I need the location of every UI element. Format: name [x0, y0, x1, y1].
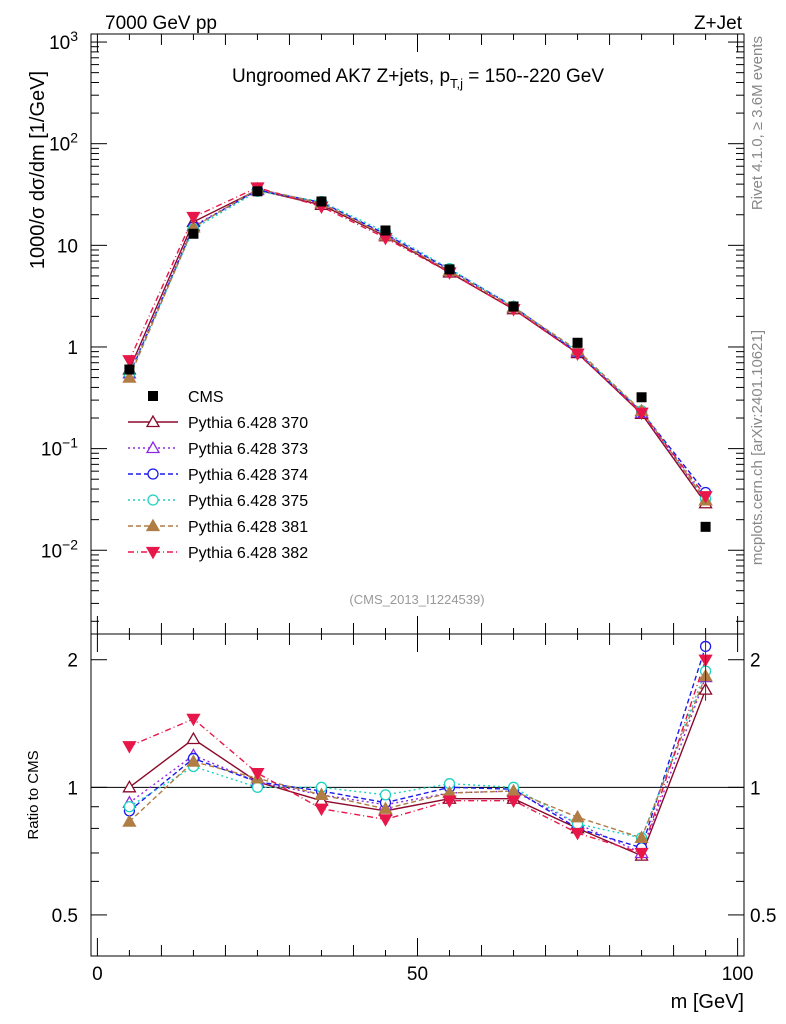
- ratio-line-2: [128, 676, 707, 854]
- ratio-point-6: [570, 827, 585, 841]
- ratio-point-5: [570, 809, 585, 823]
- series-line-5: [128, 188, 707, 501]
- header-right: Z+Jet: [694, 13, 743, 34]
- main-axis-ticks: 10−2 10−1 1 10 102 103: [41, 28, 744, 622]
- ratio-tick-label-right: 1: [750, 778, 761, 799]
- ratio-tick-label-left: 0.5: [52, 906, 78, 927]
- data-point-cms: [508, 301, 519, 312]
- header-left: 7000 GeV pp: [105, 13, 217, 34]
- legend-label-cms: CMS: [188, 389, 224, 406]
- ratio-point-4: [251, 781, 264, 793]
- main-series-layer: [122, 181, 713, 532]
- legend-marker-2: [145, 440, 161, 454]
- data-point-cms: [700, 521, 711, 532]
- series-line-4: [128, 190, 707, 500]
- legend-marker-6: [145, 546, 161, 560]
- series-line-3: [128, 189, 707, 493]
- ratio-tick-label-left: 1: [67, 778, 78, 799]
- x-tick-label: 100: [722, 964, 754, 985]
- ratio-axis-label: Ratio to CMS: [25, 750, 42, 839]
- series-point-6: [186, 211, 201, 225]
- legend: CMS Pythia 6.428 370 Pythia 6.428 373 Pythi…: [128, 389, 308, 562]
- chart-title-rest: = 150--220 GeV: [463, 66, 604, 87]
- ratio-point-6: [250, 768, 265, 781]
- x-tick-label: 0: [92, 964, 103, 985]
- data-point-cms: [316, 196, 327, 207]
- ratio-axis-ticks: 0.5 0.5 1 1 2 2: [52, 651, 776, 957]
- ratio-line-5: [128, 675, 707, 839]
- series-point-6: [570, 348, 585, 361]
- ratio-point-6: [378, 814, 393, 827]
- ratio-series-layer: [122, 634, 713, 861]
- y-tick-label: 10: [57, 236, 78, 257]
- ratio-tick-label-right: 2: [750, 651, 761, 672]
- ratio-point-5: [122, 814, 137, 827]
- data-point-cms: [380, 225, 391, 236]
- ratio-point-5: [634, 830, 649, 843]
- legend-label-4: Pythia 6.428 375: [188, 493, 308, 510]
- series-line-6: [128, 186, 707, 497]
- ratio-tick-label-right: 0.5: [750, 906, 776, 927]
- legend-label-2: Pythia 6.428 373: [188, 441, 308, 458]
- ratio-point-5: [186, 754, 201, 767]
- legend-marker-5: [145, 518, 161, 532]
- series-point-5: [122, 370, 137, 383]
- x-axis-label: m [GeV]: [671, 991, 744, 1013]
- side-label-bottom: mcplots.cern.ch [arXiv:2401.10621]: [749, 330, 766, 565]
- main-plot-frame: [90, 33, 745, 635]
- analysis-watermark: (CMS_2013_I1224539): [349, 592, 484, 607]
- ratio-point-4: [379, 789, 392, 801]
- y-axis-label: 1000/σ dσ/dm [1/GeV]: [27, 71, 49, 269]
- legend-label-5: Pythia 6.428 381: [188, 519, 308, 536]
- chart-title: Ungroomed AK7 Z+jets, pT,j = 150--220 Ge…: [232, 66, 604, 91]
- ratio-line-3: [128, 646, 707, 849]
- chart-title-main: Ungroomed AK7 Z+jets, p: [232, 66, 450, 87]
- legend-marker-4: [147, 494, 159, 506]
- side-label-top: Rivet 4.1.0, ≥ 3.6M events: [749, 36, 766, 210]
- data-point-cms: [188, 228, 199, 239]
- legend-marker-3: [147, 468, 159, 480]
- data-point-cms: [444, 264, 455, 275]
- data-point-cms: [636, 392, 647, 403]
- ratio-point-1: [186, 731, 201, 745]
- y-tick-label: 10−2: [41, 536, 78, 562]
- chart-title-subscript: T,j: [450, 76, 463, 91]
- ratio-point-6: [442, 795, 457, 808]
- legend-label-1: Pythia 6.428 370: [188, 415, 308, 432]
- ratio-point-6: [506, 795, 521, 808]
- ratio-point-6: [634, 847, 649, 861]
- ratio-line-6: [129, 659, 707, 854]
- y-tick-label: 10−1: [41, 435, 78, 461]
- series-point-6: [698, 491, 713, 504]
- series-point-6: [122, 355, 137, 368]
- ratio-point-1: [122, 780, 137, 793]
- data-point-cms: [572, 337, 583, 348]
- legend-marker-cms: [148, 391, 158, 401]
- ratio-point-6: [122, 741, 137, 754]
- data-point-cms: [124, 364, 135, 375]
- legend-label-6: Pythia 6.428 382: [188, 545, 308, 562]
- legend-label-3: Pythia 6.428 374: [188, 467, 308, 484]
- x-tick-label: 50: [407, 964, 428, 985]
- ratio-point-5: [314, 787, 329, 800]
- ratio-line-1: [128, 689, 707, 857]
- ratio-point-6: [314, 803, 329, 817]
- y-tick-label: 1: [67, 338, 78, 359]
- series-point-6: [634, 407, 649, 421]
- ratio-point-4: [123, 801, 136, 813]
- x-axis-ticks: 0 50 100: [92, 34, 753, 985]
- y-tick-label: 102: [49, 130, 78, 156]
- legend-marker-1: [145, 414, 161, 428]
- ratio-point-6: [186, 713, 201, 727]
- data-point-cms: [252, 186, 263, 197]
- ratio-tick-label-left: 2: [67, 651, 78, 672]
- ratio-point-5: [378, 801, 393, 814]
- y-tick-label: 103: [49, 28, 78, 54]
